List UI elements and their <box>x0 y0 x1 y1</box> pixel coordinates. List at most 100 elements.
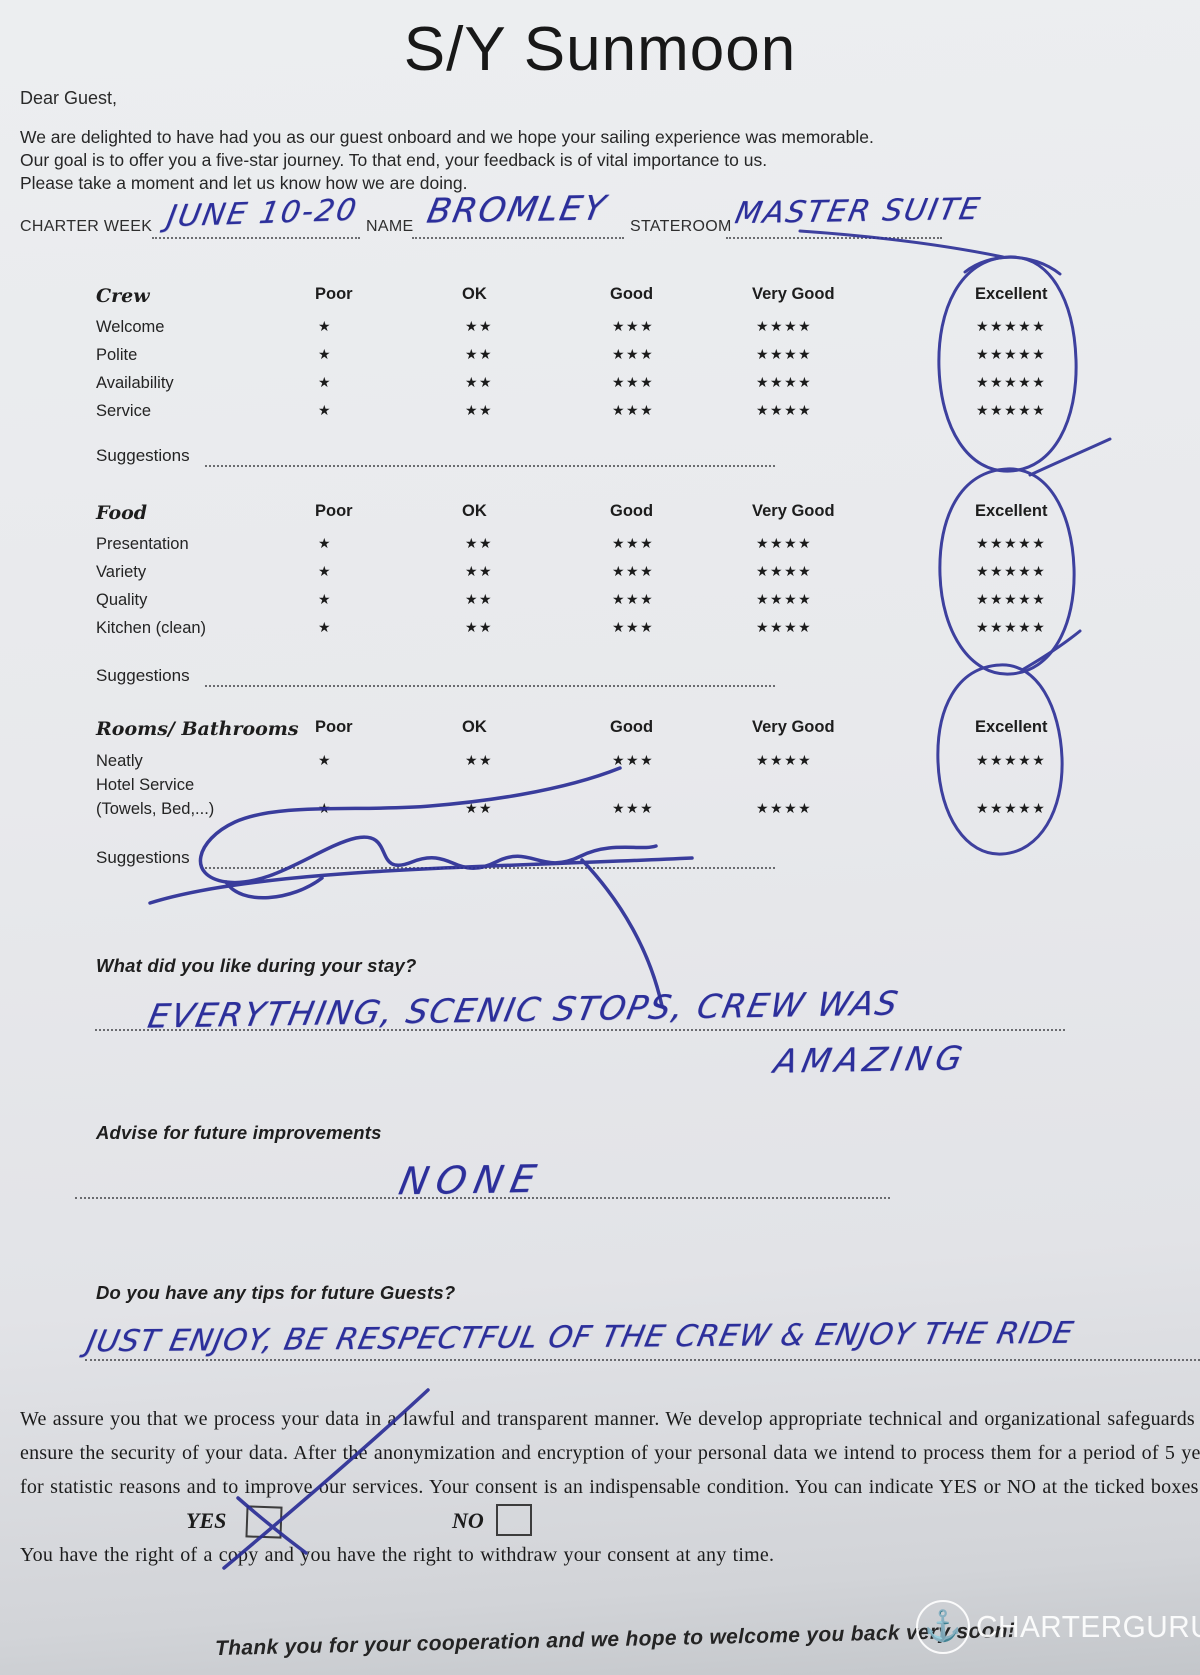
star-cell-1: ★ <box>318 800 333 816</box>
row-label-welcome: Welcome <box>96 318 165 336</box>
star-cell-3: ★★★ <box>612 619 655 635</box>
star-cell-3: ★★★ <box>612 563 655 579</box>
row-label-polite: Polite <box>96 346 138 364</box>
star-cell-1: ★ <box>318 402 333 418</box>
star-cell-4: ★★★★ <box>756 752 813 768</box>
row-label-towels-bed: (Towels, Bed,...) <box>96 800 215 818</box>
charter-week-value: JUNE 10-20 <box>164 192 361 235</box>
column-excellent: Excellent <box>975 502 1048 520</box>
rating-row: Service ★ ★★ ★★★ ★★★★ ★★★★★ <box>0 402 1200 426</box>
column-ok: OK <box>462 718 487 736</box>
column-poor: Poor <box>315 502 353 520</box>
name-label: NAME <box>366 218 414 235</box>
star-cell-3: ★★★ <box>612 800 655 816</box>
name-value: BROMLEY <box>423 188 611 232</box>
row-label-availability: Availability <box>96 374 174 392</box>
column-good: Good <box>610 502 654 520</box>
suggestions-line <box>205 866 775 869</box>
row-label-presentation: Presentation <box>96 535 189 553</box>
star-cell-4: ★★★★ <box>756 535 813 551</box>
column-poor: Poor <box>315 285 353 303</box>
rating-row: Variety ★ ★★ ★★★ ★★★★ ★★★★★ <box>0 563 1200 587</box>
intro-paragraph: We are delighted to have had you as our … <box>20 126 874 195</box>
tips-answer-text: JUST ENJOY, BE RESPECTFUL OF THE CREW & … <box>83 1315 1077 1360</box>
star-cell-3: ★★★ <box>612 752 655 768</box>
rating-row: Welcome ★ ★★ ★★★ ★★★★ ★★★★★ <box>0 318 1200 342</box>
rating-row: Kitchen (clean) ★ ★★ ★★★ ★★★★ ★★★★★ <box>0 619 1200 643</box>
suggestions-line <box>205 464 775 467</box>
star-cell-2: ★★ <box>465 800 494 816</box>
rating-row: Availability ★ ★★ ★★★ ★★★★ ★★★★★ <box>0 374 1200 398</box>
column-very-good: Very Good <box>752 502 835 520</box>
star-cell-5: ★★★★★ <box>976 374 1047 390</box>
yes-checkbox[interactable] <box>245 1505 283 1539</box>
suggestions-label: Suggestions <box>96 446 190 465</box>
star-cell-1: ★ <box>318 535 333 551</box>
rooms-header-row: Rooms/ Bathrooms Poor OK Good Very Good … <box>0 718 1200 742</box>
star-cell-5: ★★★★★ <box>976 752 1047 768</box>
intro-line: We are delighted to have had you as our … <box>20 127 874 147</box>
rating-row: Polite ★ ★★ ★★★ ★★★★ ★★★★★ <box>0 346 1200 370</box>
star-cell-2: ★★ <box>465 374 494 390</box>
row-label-quality: Quality <box>96 591 148 609</box>
rating-row: Neatly ★ ★★ ★★★ ★★★★ ★★★★★ <box>0 752 1200 776</box>
column-ok: OK <box>462 285 487 303</box>
liked-answer-line <box>95 1028 1065 1031</box>
liked-question-label: What did you like during your stay? <box>96 955 417 976</box>
salutation: Dear Guest, <box>20 88 118 108</box>
star-cell-4: ★★★★ <box>756 619 813 635</box>
form-title: S/Y Sunmoon <box>403 15 797 84</box>
star-cell-1: ★ <box>318 563 333 579</box>
food-header-row: Food Poor OK Good Very Good Excellent <box>0 502 1200 526</box>
star-cell-1: ★ <box>318 318 333 334</box>
suggestions-line <box>205 684 775 687</box>
star-cell-5: ★★★★★ <box>976 346 1047 362</box>
star-cell-4: ★★★★ <box>756 402 813 418</box>
star-cell-2: ★★ <box>465 563 494 579</box>
star-cell-5: ★★★★★ <box>976 535 1047 551</box>
star-cell-1: ★ <box>318 752 333 768</box>
advise-question-label: Advise for future improvements <box>96 1122 382 1143</box>
star-cell-4: ★★★★ <box>756 591 813 607</box>
column-very-good: Very Good <box>752 718 835 736</box>
star-cell-2: ★★ <box>465 535 494 551</box>
star-cell-3: ★★★ <box>612 402 655 418</box>
star-cell-1: ★ <box>318 374 333 390</box>
star-cell-5: ★★★★★ <box>976 563 1047 579</box>
rating-row: (Towels, Bed,...) ★ ★★ ★★★ ★★★★ ★★★★★ <box>0 800 1200 824</box>
star-cell-1: ★ <box>318 591 333 607</box>
column-ok: OK <box>462 502 487 520</box>
rating-row: Presentation ★ ★★ ★★★ ★★★★ ★★★★★ <box>0 535 1200 559</box>
star-cell-5: ★★★★★ <box>976 402 1047 418</box>
advise-answer-line <box>75 1196 890 1199</box>
star-cell-2: ★★ <box>465 402 494 418</box>
no-checkbox[interactable] <box>496 1504 532 1536</box>
tips-question-label: Do you have any tips for future Guests? <box>96 1282 456 1303</box>
no-label: NO <box>452 1508 484 1533</box>
rating-row: Quality ★ ★★ ★★★ ★★★★ ★★★★★ <box>0 591 1200 615</box>
name-line <box>412 236 624 239</box>
stateroom-value: MASTER SUITE <box>732 191 985 232</box>
consent-line-3: for statistic reasons and to improve our… <box>20 1476 1200 1498</box>
stateroom-label: STATEROOM <box>630 218 732 235</box>
thank-you-line: Thank you for your cooperation and we ho… <box>214 1618 1016 1661</box>
star-cell-3: ★★★ <box>612 346 655 362</box>
yes-label: YES <box>186 1508 227 1533</box>
row-label-service: Service <box>96 402 152 420</box>
star-cell-5: ★★★★★ <box>976 318 1047 334</box>
column-very-good: Very Good <box>752 285 835 303</box>
suggestions-label: Suggestions <box>96 666 190 685</box>
column-poor: Poor <box>315 718 353 736</box>
star-cell-2: ★★ <box>465 591 494 607</box>
consent-line-2: ensure the security of your data. After … <box>20 1442 1200 1464</box>
intro-line: Our goal is to offer you a five-star jou… <box>20 150 768 170</box>
star-cell-5: ★★★★★ <box>976 619 1047 635</box>
column-excellent: Excellent <box>975 718 1048 736</box>
star-cell-3: ★★★ <box>612 318 655 334</box>
anchor-icon: ⚓ <box>916 1600 970 1654</box>
star-cell-3: ★★★ <box>612 374 655 390</box>
star-cell-1: ★ <box>318 346 333 362</box>
star-cell-4: ★★★★ <box>756 374 813 390</box>
star-cell-2: ★★ <box>465 346 494 362</box>
